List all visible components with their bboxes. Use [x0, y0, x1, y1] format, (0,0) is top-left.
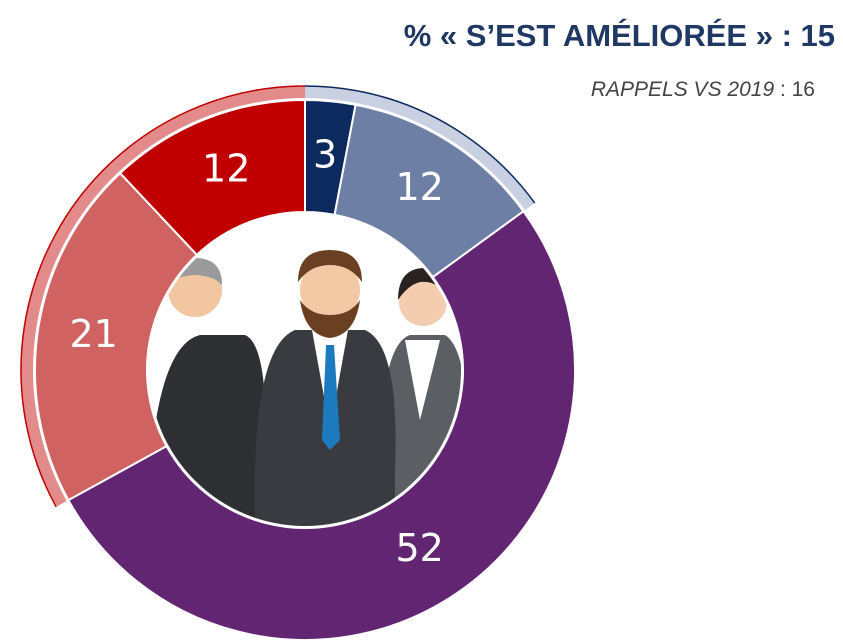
outer-ring-edge	[110, 85, 306, 164]
donut: 3 12 52 21 12	[20, 85, 576, 641]
outer-ring-segment	[110, 86, 305, 172]
data-label: 12	[395, 165, 443, 209]
data-label: 3	[313, 132, 337, 176]
center-illustration	[147, 212, 463, 528]
outer-ring-segment	[21, 162, 119, 507]
chart-title: % « S’EST AMÉLIORÉE » : 15	[404, 18, 835, 53]
outer-ring-segment	[355, 91, 535, 211]
data-label: 52	[395, 526, 443, 570]
data-label: 12	[202, 147, 250, 191]
outer-ring-edge	[20, 162, 112, 508]
outer-ring-edge	[358, 90, 536, 204]
data-label: 21	[69, 312, 117, 356]
outer-ring-edge	[304, 85, 359, 92]
subtitle-value: : 16	[774, 78, 815, 101]
chart-subtitle: RAPPELS VS 2019 : 16	[591, 78, 815, 101]
subtitle-label: RAPPELS VS 2019	[591, 78, 775, 101]
outer-ring-segment	[305, 86, 359, 103]
